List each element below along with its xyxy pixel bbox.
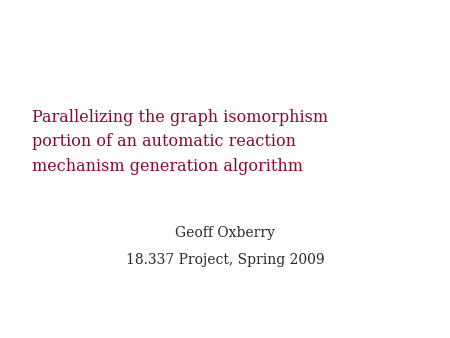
Text: Parallelizing the graph isomorphism
portion of an automatic reaction
mechanism g: Parallelizing the graph isomorphism port…: [32, 109, 328, 175]
Text: Geoff Oxberry: Geoff Oxberry: [175, 226, 275, 240]
Text: 18.337 Project, Spring 2009: 18.337 Project, Spring 2009: [126, 253, 324, 267]
